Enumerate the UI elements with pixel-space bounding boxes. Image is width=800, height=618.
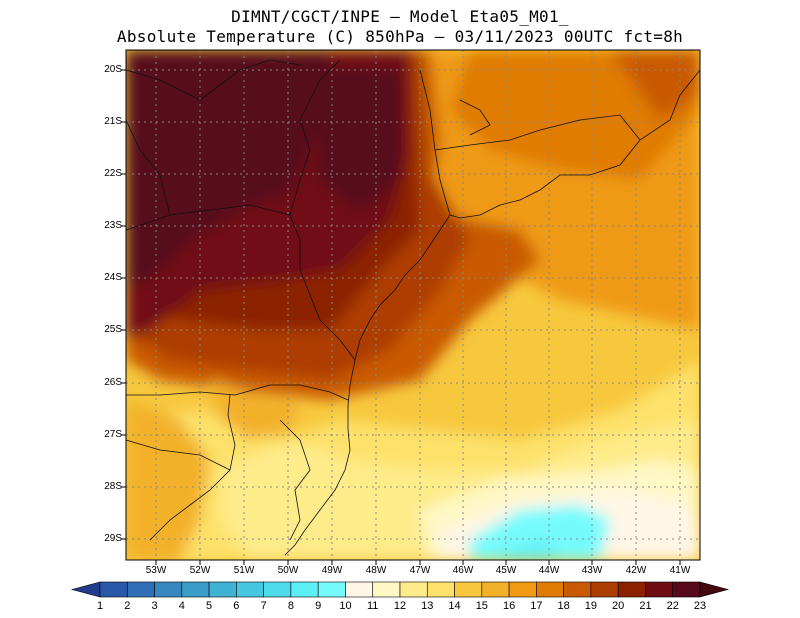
colorbar-swatch — [508, 581, 537, 598]
lat-label: 20S — [104, 64, 122, 75]
lon-label: 43W — [581, 565, 603, 576]
lon-label: 51W — [233, 565, 255, 576]
colorbar-swatch — [263, 581, 292, 598]
colorbar-swatch — [699, 581, 730, 598]
lat-label: 25S — [104, 324, 122, 335]
colorbar-swatch — [345, 581, 374, 598]
colorbar-label: 22 — [666, 600, 679, 612]
map-title-line-2: Absolute Temperature (C) 850hPa – 03/11/… — [116, 27, 684, 46]
colorbar-swatch — [563, 581, 592, 598]
colorbar-label: 12 — [393, 600, 407, 612]
lat-label: 21S — [104, 116, 122, 127]
colorbar-label: 4 — [178, 600, 185, 612]
colorbar-swatch — [126, 581, 155, 598]
colorbar-label: 23 — [693, 600, 707, 612]
colorbar-swatch — [672, 581, 701, 598]
colorbar-swatch — [481, 581, 510, 598]
lat-label: 24S — [104, 272, 122, 283]
colorbar-label: 16 — [502, 600, 516, 612]
colorbar-label: 17 — [530, 600, 543, 612]
colorbar-label: 8 — [287, 600, 294, 612]
colorbar-label: 19 — [584, 600, 598, 612]
lat-label: 29S — [104, 533, 122, 544]
map-title-line-1: DIMNT/CGCT/INPE – Model Eta05_M01_ — [231, 7, 569, 26]
colorbar-label: 9 — [315, 600, 322, 612]
colorbar-swatch — [236, 581, 264, 598]
lat-label: 28S — [104, 481, 122, 492]
coastline-and-borders — [126, 59, 700, 556]
colorbar-swatch — [154, 581, 183, 598]
colorbar-label: 6 — [233, 600, 240, 612]
colorbar-label: 14 — [448, 600, 461, 612]
colorbar-label: 2 — [124, 600, 131, 612]
colorbar-label: 13 — [421, 600, 434, 612]
temperature-field — [126, 50, 700, 560]
colorbar-swatch — [208, 581, 237, 598]
lon-label: 41W — [669, 565, 691, 576]
colorbar-label: 21 — [639, 600, 652, 612]
colorbar-swatch — [617, 581, 646, 598]
lat-label: 27S — [104, 429, 122, 440]
colorbar-swatch — [645, 581, 674, 598]
colorbar-swatch — [399, 581, 428, 598]
colorbar-swatch — [99, 581, 128, 598]
colorbar-swatch — [70, 581, 101, 598]
lat-label: 23S — [104, 220, 122, 231]
colorbar-swatch — [590, 581, 619, 598]
map-frame — [125, 49, 701, 561]
axis-ticks — [121, 69, 681, 565]
lon-label: 47W — [409, 565, 431, 576]
colorbar-label: 3 — [151, 600, 158, 612]
colorbar-label: 18 — [557, 600, 570, 612]
lon-label: 49W — [321, 565, 343, 576]
lon-label: 42W — [625, 565, 647, 576]
colorbar-label: 10 — [339, 600, 352, 612]
colorbar-label: 15 — [475, 600, 488, 612]
colorbar-swatch — [372, 581, 401, 598]
lon-label: 44W — [538, 565, 560, 576]
colorbar-swatch — [181, 581, 210, 598]
lon-label: 46W — [452, 565, 474, 576]
lat-label: 22S — [104, 168, 122, 179]
colorbar-label: 11 — [367, 600, 379, 612]
colorbar-swatch — [290, 581, 319, 598]
colorbar-label: 7 — [260, 600, 267, 612]
lon-label: 50W — [277, 565, 299, 576]
colorbar-swatch — [536, 581, 564, 598]
colorbar-label: 1 — [96, 600, 104, 612]
lon-label: 52W — [189, 565, 211, 576]
colorbar-swatch — [426, 581, 455, 598]
colorbar-label: 5 — [206, 600, 213, 612]
colorbar-label: 20 — [612, 600, 625, 612]
lon-label: 48W — [365, 565, 387, 576]
colorbar-swatch — [454, 581, 483, 598]
colorbar-swatch — [317, 581, 346, 598]
lon-label: 45W — [495, 565, 517, 576]
lon-label: 53W — [145, 565, 167, 576]
lat-label: 26S — [104, 377, 122, 388]
